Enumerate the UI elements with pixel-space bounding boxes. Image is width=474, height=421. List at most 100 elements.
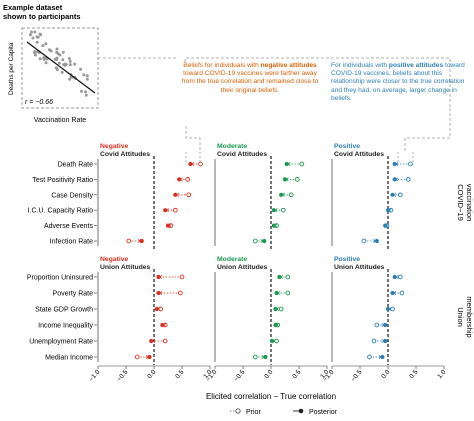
connector-positive — [404, 108, 451, 152]
posterior-point — [154, 306, 159, 312]
prior-point — [285, 274, 291, 280]
prior-point — [397, 192, 403, 198]
prior-point — [280, 207, 286, 213]
example-point — [38, 32, 42, 36]
example-ylabel: Deaths per Capita — [8, 42, 15, 95]
example-point — [85, 77, 89, 81]
category-label: Income Inequality — [38, 323, 93, 330]
prior-point — [198, 161, 203, 167]
legend-posterior-label: Posterior — [309, 409, 338, 416]
example-point — [73, 62, 77, 66]
prior-point — [179, 274, 185, 280]
prior-point — [172, 207, 178, 213]
direction-arrow — [276, 322, 280, 328]
example-title-line2: shown to participants — [3, 12, 81, 21]
example-point — [84, 93, 88, 97]
example-point — [61, 58, 65, 62]
x-tick-label: −0.5 — [350, 369, 364, 384]
posterior-point — [274, 290, 279, 296]
annotation-negative-post: toward COVID-19 vaccines were farther aw… — [181, 70, 319, 94]
prior-point — [278, 306, 284, 312]
prior-point — [134, 354, 140, 360]
direction-arrow — [163, 322, 167, 328]
posterior-point — [273, 306, 278, 312]
direction-arrow — [145, 354, 149, 360]
posterior-point — [139, 238, 144, 244]
example-point — [61, 50, 65, 54]
example-point — [55, 47, 59, 51]
category-label: Poverty Rate — [53, 291, 94, 298]
col-header2-pos: Positive — [334, 256, 360, 263]
example-point — [63, 63, 67, 67]
strip-label-line2: membership — [465, 296, 474, 337]
example-point — [28, 33, 32, 37]
posterior-point — [273, 322, 278, 328]
example-point — [41, 44, 45, 48]
category-label: State GDP Growth — [35, 307, 93, 314]
direction-arrow — [378, 354, 382, 360]
posterior-point — [271, 223, 276, 228]
col-subheader-union-mod: Union Attitudes — [217, 264, 268, 271]
connector-negative — [185, 126, 201, 152]
example-box — [21, 27, 99, 109]
direction-arrow — [274, 208, 278, 213]
posterior-point — [284, 161, 289, 167]
posterior-point — [263, 354, 268, 360]
direction-arrow — [381, 322, 385, 328]
category-label: Adverse Events — [44, 223, 94, 230]
legend-prior-label: Prior — [246, 409, 261, 416]
posterior-point — [149, 338, 154, 344]
direction-arrow — [137, 238, 141, 244]
strip-label-line1: COVID−19 — [456, 184, 465, 220]
annotation-negative: Beliefs for individuals with negative at… — [176, 62, 324, 95]
example-point — [38, 57, 42, 61]
direction-arrow — [386, 223, 389, 228]
example-point — [68, 77, 72, 81]
strip-label-line2: vaccination — [465, 184, 474, 222]
direction-arrow — [191, 161, 195, 167]
x-axis-title: Elicited correlation − True correlation — [206, 392, 336, 401]
col-header2-neg: Negative — [100, 256, 129, 263]
posterior-point — [392, 177, 397, 182]
annotation-positive: For individuals with positive attitudes … — [331, 62, 467, 103]
category-label: Death Rate — [58, 162, 94, 169]
example-point — [85, 74, 89, 78]
prior-point — [408, 161, 413, 167]
category-label: Case Density — [51, 192, 93, 199]
col-header-neg: Negative — [100, 143, 129, 150]
posterior-point — [160, 322, 165, 328]
example-point — [30, 30, 33, 34]
category-label: Proportion Uninsured — [27, 275, 93, 282]
annotation-negative-pre: Beliefs for individuals with — [183, 62, 259, 69]
direction-arrow — [388, 208, 392, 213]
posterior-point — [156, 290, 161, 296]
direction-arrow — [176, 192, 180, 197]
direction-arrow — [373, 238, 376, 244]
example-point — [42, 56, 46, 60]
posterior-point — [385, 208, 391, 213]
posterior-point — [271, 208, 276, 213]
direction-arrow — [395, 161, 399, 167]
example-point — [44, 42, 48, 46]
x-tick-label: 0.5 — [291, 368, 302, 380]
posterior-point — [374, 238, 379, 244]
col-subheader-union-neg: Union Attitudes — [100, 264, 151, 271]
x-tick-label: 0.0 — [263, 368, 274, 380]
category-label: Unemployment Rate — [29, 339, 93, 346]
direction-arrow — [180, 177, 183, 182]
direction-arrow — [285, 177, 289, 182]
example-point — [60, 70, 64, 74]
col-header2-mod: Moderate — [217, 256, 247, 263]
example-point — [57, 61, 61, 65]
x-tick-label: 0.5 — [408, 368, 419, 380]
direction-arrow — [276, 306, 280, 312]
posterior-point — [392, 161, 397, 167]
category-label: Test Positivity Ratio — [32, 177, 93, 184]
annotation-negative-bold: negative attitudes — [260, 62, 317, 69]
example-point — [55, 68, 59, 72]
posterior-point — [188, 161, 193, 167]
direction-arrow — [166, 208, 169, 213]
prior-point — [177, 290, 183, 296]
prior-point — [285, 290, 291, 296]
example-point — [68, 63, 72, 67]
